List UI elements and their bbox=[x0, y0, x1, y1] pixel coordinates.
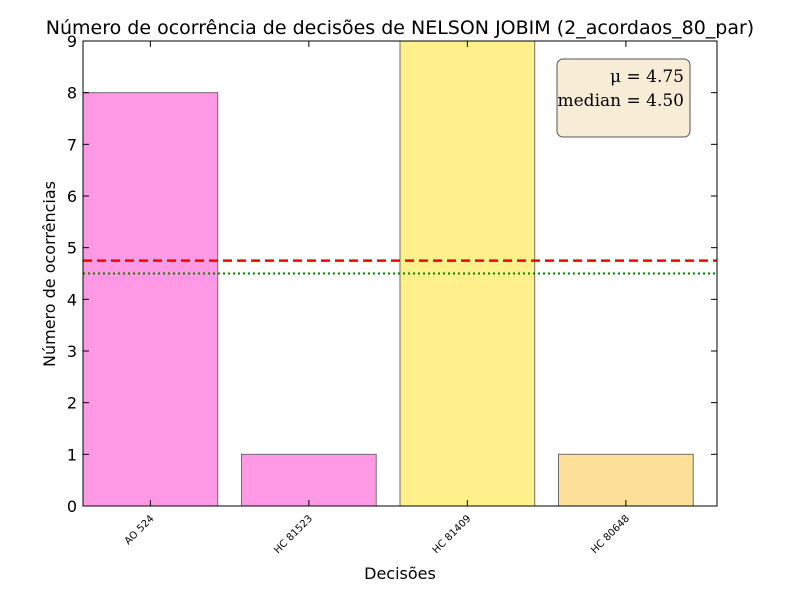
stats-box bbox=[556, 58, 691, 138]
x-tick-label: HC 80648 bbox=[589, 513, 632, 556]
y-axis-label: Número de ocorrências bbox=[40, 181, 59, 367]
x-tick-label: HC 81523 bbox=[272, 513, 315, 556]
bar bbox=[399, 40, 536, 507]
y-tick-label: 2 bbox=[67, 394, 77, 413]
y-tick-label: 7 bbox=[67, 135, 77, 154]
y-tick-label: 0 bbox=[67, 497, 77, 516]
y-tick-label: 4 bbox=[67, 290, 77, 309]
plot-area: 0 1 2 3 4 5 6 7 8 9 AO 524 HC 81523 HC 81409 HC 80648… bbox=[67, 32, 718, 556]
plot-frame bbox=[82, 40, 718, 507]
x-tick-label: AO 524 bbox=[123, 513, 157, 547]
bar bbox=[82, 92, 219, 507]
bar bbox=[241, 453, 377, 507]
median-text: median = 4.50 bbox=[558, 91, 685, 111]
y-tick-label: 8 bbox=[67, 84, 77, 103]
chart-title: Número de ocorrência de decisões de NELS… bbox=[46, 17, 754, 39]
y-tick-label: 9 bbox=[67, 32, 77, 51]
bar bbox=[558, 453, 694, 507]
y-tick-label: 5 bbox=[67, 239, 77, 258]
x-axis-label: Decisões bbox=[364, 564, 436, 583]
y-tick-label: 3 bbox=[67, 342, 77, 361]
y-tick-label: 1 bbox=[67, 445, 77, 464]
x-tick-label: HC 81409 bbox=[431, 513, 474, 556]
mean-text: μ = 4.75 bbox=[610, 67, 684, 87]
y-tick-label: 6 bbox=[67, 187, 77, 206]
